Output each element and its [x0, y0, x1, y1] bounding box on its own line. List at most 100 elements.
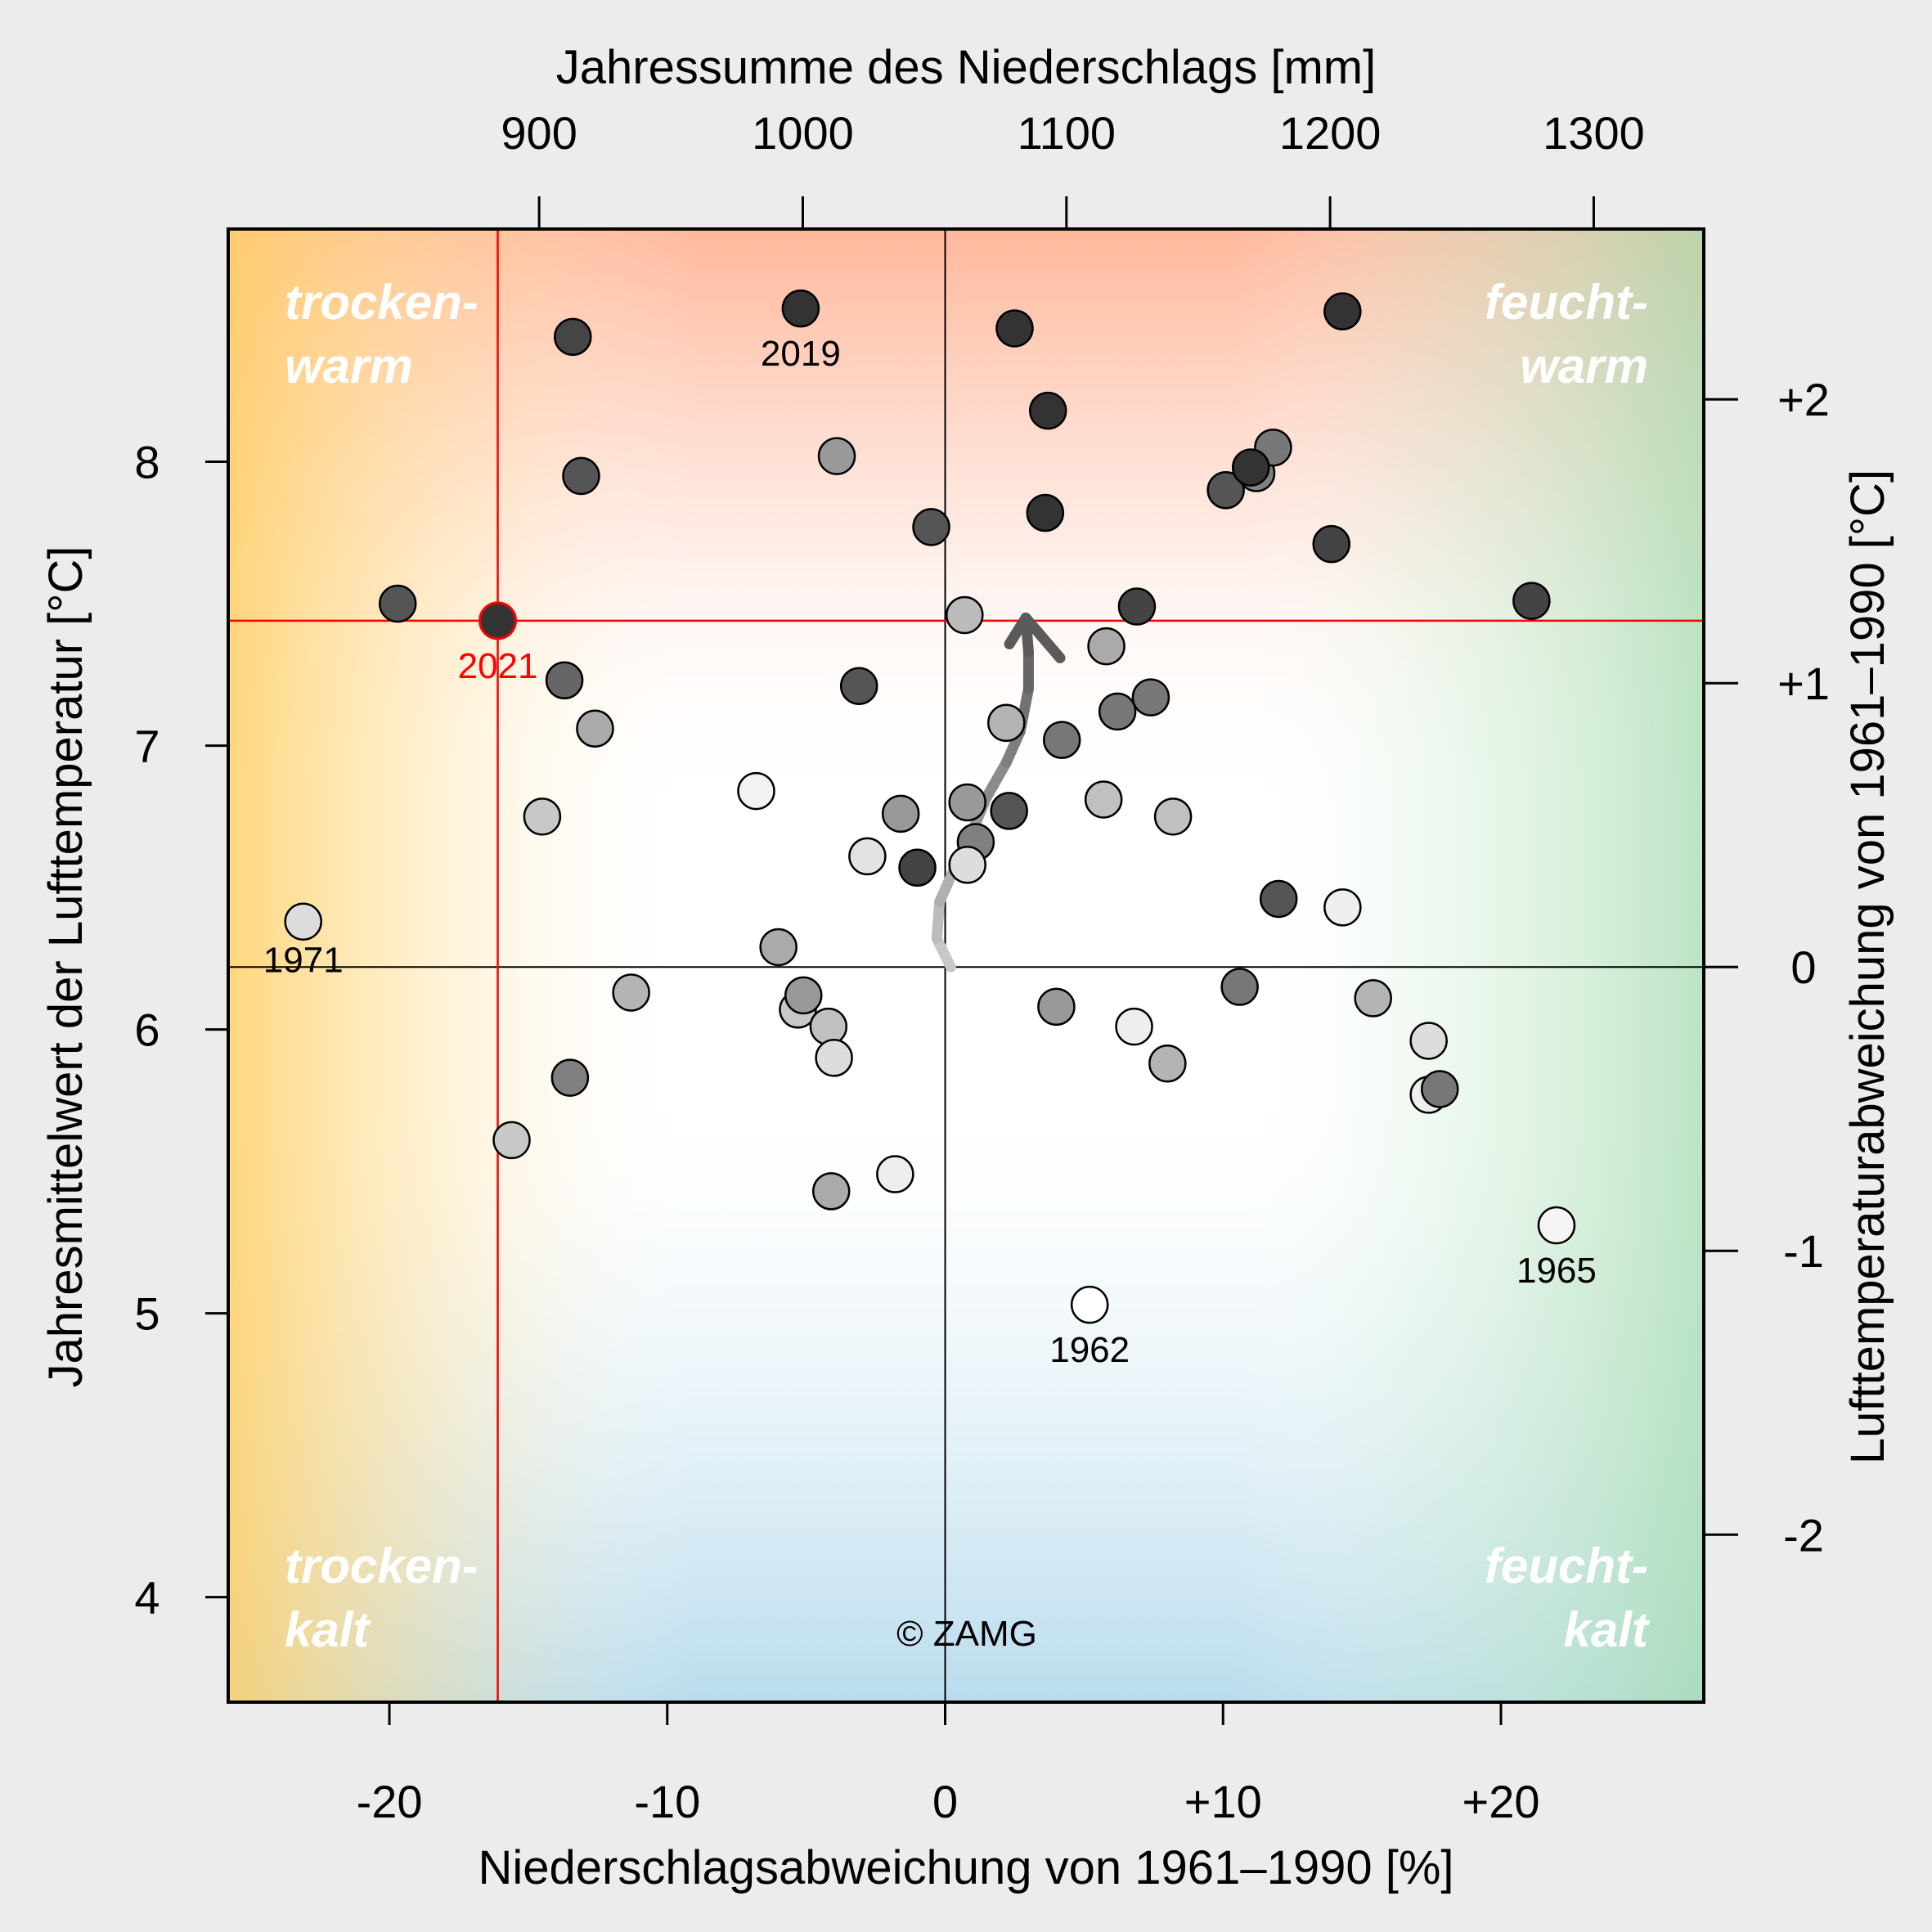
copyright-label: © ZAMG: [896, 1614, 1037, 1654]
quadrant-label-top-right-line2: warm: [1520, 339, 1648, 393]
data-point: [995, 309, 1034, 348]
data-point: [1153, 798, 1193, 836]
trend-segment: [934, 865, 959, 907]
y2-tick-label: -1: [1783, 1225, 1824, 1277]
quadrant-labels: trocken- warm feucht- warm trocken- kalt…: [285, 275, 1651, 1657]
quadrant-label-bottom-right-line2: kalt: [1564, 1602, 1651, 1657]
plot-background: [228, 229, 1704, 1702]
data-point: [523, 798, 562, 836]
y-tick-label: 8: [134, 437, 160, 488]
year-label-1971: 1971: [263, 941, 344, 981]
plot-frame: [227, 227, 1705, 1704]
data-point: [562, 456, 600, 496]
data-point: [948, 783, 986, 822]
quadrant-label-top-right-line1: feucht-: [1485, 275, 1648, 330]
y2-tick-label: 0: [1790, 941, 1816, 993]
data-point: [554, 317, 592, 357]
data-point: [839, 667, 878, 705]
data-point: [1512, 582, 1551, 620]
x-tick-label: -10: [634, 1776, 700, 1827]
data-point: [987, 703, 1026, 743]
x2-tick-label: 1200: [1279, 107, 1382, 159]
data-point: [1070, 1285, 1109, 1324]
data-point: [1084, 780, 1123, 819]
x-tick-label: 0: [932, 1776, 958, 1827]
data-point: [1354, 979, 1392, 1018]
data-point: [1312, 524, 1351, 564]
y-axis-title: Jahresmittelwert der Lufttemperatur [°C]: [39, 546, 92, 1388]
data-point: [1026, 493, 1065, 532]
data-point: [1537, 1206, 1576, 1245]
top-axis-title: Jahressumme des Niederschlags [mm]: [556, 41, 1376, 94]
data-point: [1323, 888, 1362, 927]
data-point: [815, 1039, 853, 1077]
quadrant-label-bottom-left-line2: kalt: [285, 1602, 371, 1657]
data-point: [378, 584, 417, 623]
y2-tick-label: +2: [1777, 374, 1830, 425]
data-point: [1323, 292, 1362, 330]
data-point-highlight: [479, 601, 518, 640]
data-point: [881, 794, 920, 833]
data-point: [1259, 879, 1298, 919]
trend-segment: [981, 757, 1012, 802]
x2-tick-label: 1300: [1543, 107, 1645, 159]
data-point: [1231, 448, 1270, 487]
data-point: [990, 792, 1028, 830]
quadrant-label-bottom-right-line1: feucht-: [1485, 1539, 1648, 1593]
y-tick-label: 5: [134, 1288, 160, 1340]
data-point: [1087, 627, 1126, 666]
quadrant-label-top-left-line2: warm: [285, 339, 413, 393]
data-point: [1148, 1044, 1187, 1083]
data-point: [1421, 1070, 1459, 1108]
data-point: [1098, 692, 1137, 731]
data-point: [1115, 1007, 1153, 1046]
x2-tick-label: 1100: [1018, 107, 1116, 159]
data-point: [1037, 987, 1076, 1027]
x-tick-label: +20: [1462, 1776, 1539, 1827]
data-point: [781, 289, 820, 328]
data-point: [1409, 1022, 1448, 1060]
data-point: [876, 1155, 914, 1193]
data-point: [1028, 391, 1067, 430]
x-axis-title: Niederschlagsabweichung von 1961–1990 [%…: [478, 1841, 1453, 1894]
x2-tick-label: 900: [501, 107, 577, 159]
data-point: [1131, 678, 1170, 717]
data-point: [737, 771, 775, 811]
data-point: [912, 508, 950, 546]
trend-segment: [931, 896, 946, 945]
y-tick-label: 6: [134, 1004, 160, 1056]
quadrant-label-bottom-left-line1: trocken-: [285, 1539, 479, 1593]
y2-tick-label: -2: [1783, 1509, 1824, 1561]
data-point: [1042, 721, 1081, 759]
data-point: [946, 595, 984, 635]
data-point: [809, 1007, 848, 1046]
x-tick-label: +10: [1184, 1776, 1262, 1827]
data-point: [550, 1058, 590, 1097]
data-point: [284, 902, 322, 941]
data-point: [492, 1121, 531, 1160]
data-point: [817, 437, 856, 475]
year-label-1965: 1965: [1516, 1251, 1597, 1291]
data-point: [1220, 968, 1259, 1006]
y-tick-label: 4: [134, 1572, 160, 1624]
highlight-year-label: 2021: [458, 646, 538, 686]
year-label-2019: 2019: [761, 334, 841, 374]
data-point: [784, 976, 823, 1015]
trend-arrowhead: [1004, 612, 1066, 663]
y2-tick-label: +1: [1777, 658, 1830, 709]
x-tick-label: -20: [357, 1776, 423, 1827]
data-point: [811, 1172, 851, 1211]
data-point: [898, 848, 937, 887]
year-label-1962: 1962: [1049, 1330, 1130, 1370]
data-point: [545, 661, 584, 700]
data-point: [759, 928, 798, 967]
data-point: [576, 709, 614, 748]
data-point: [612, 973, 650, 1012]
quadrant-label-top-left-line1: trocken-: [285, 275, 479, 330]
y-tick-label: 7: [134, 721, 160, 772]
data-point: [848, 837, 887, 876]
right-axis-title: Lufttemperaturabweichung von 1961–1990 […: [1841, 470, 1894, 1464]
data-point: [1206, 471, 1245, 510]
data-point: [948, 846, 986, 884]
